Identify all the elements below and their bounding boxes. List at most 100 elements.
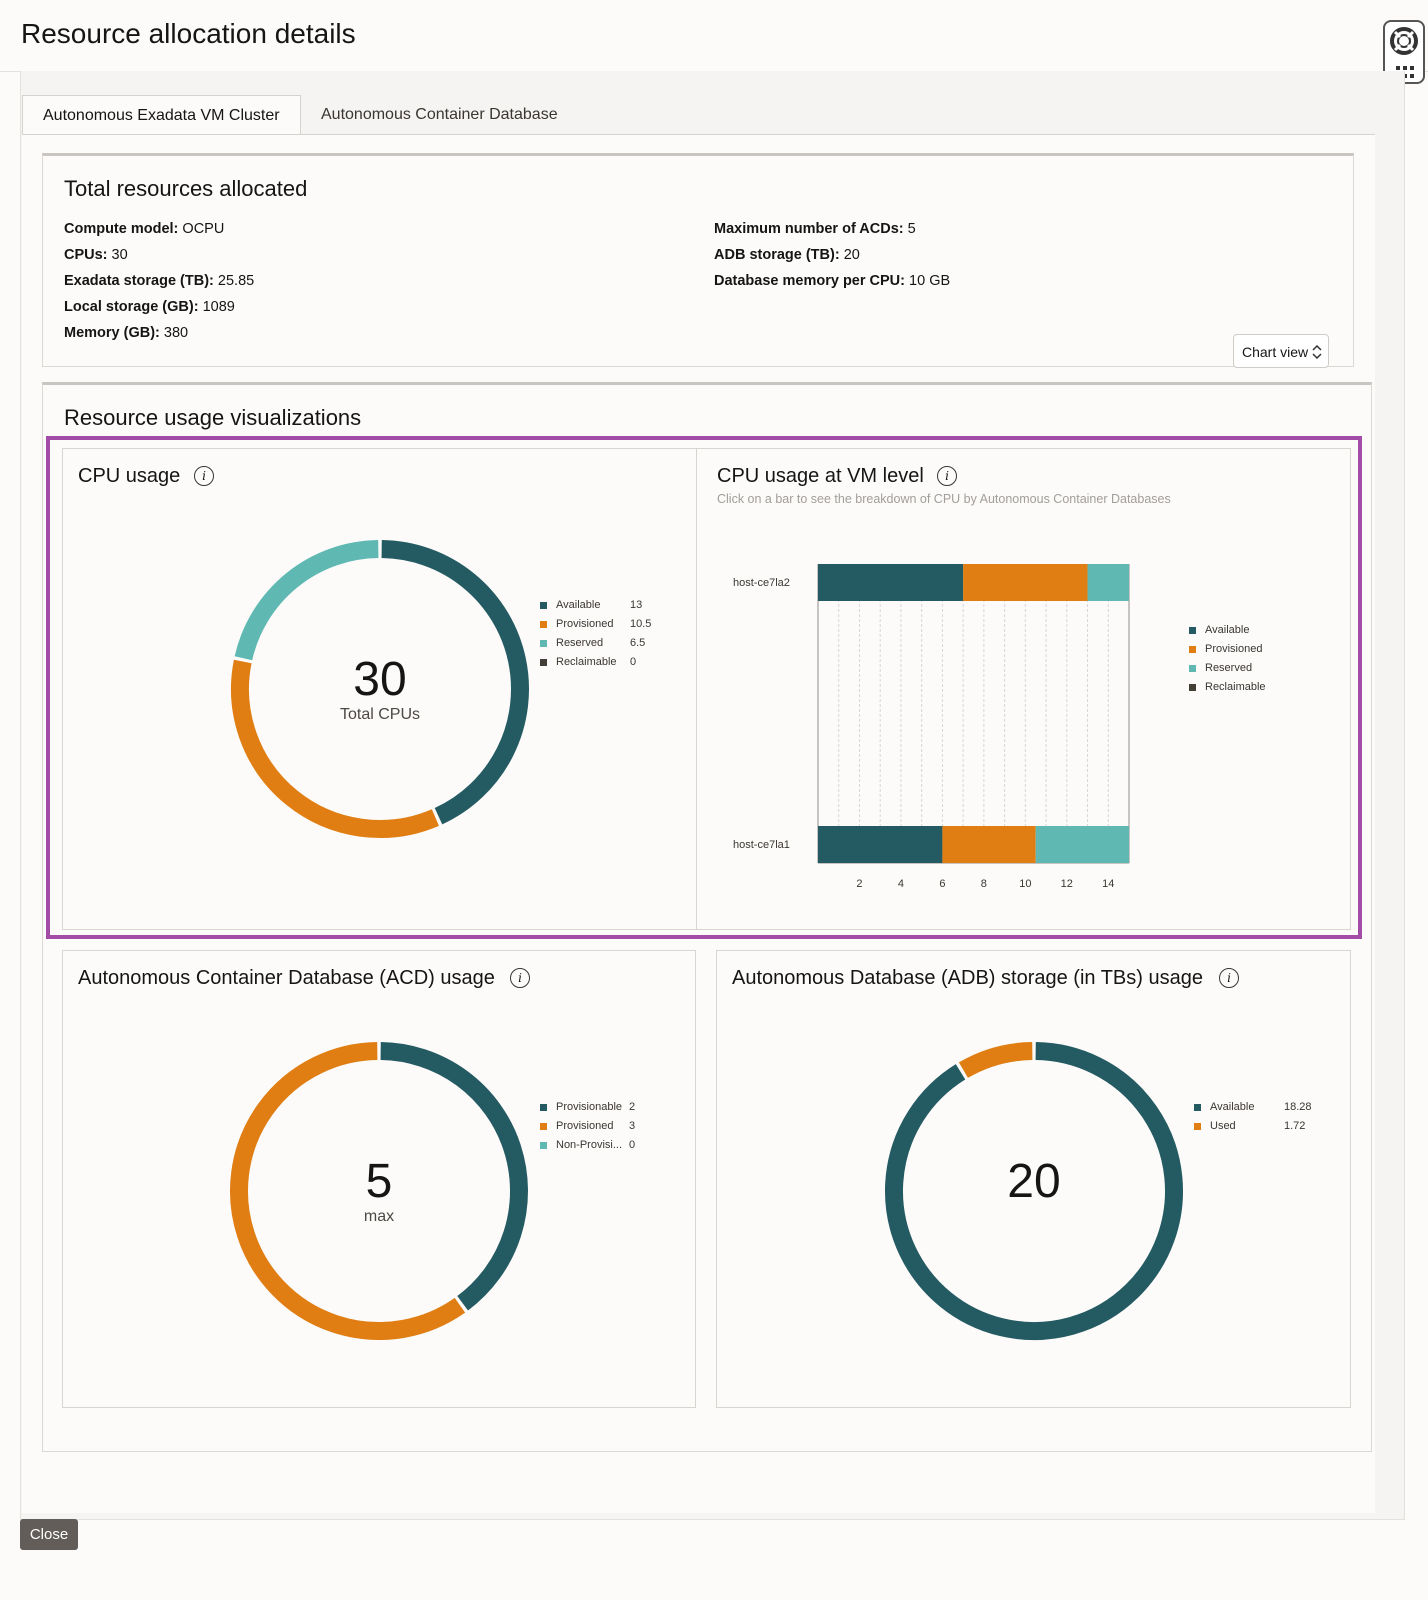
legend-label: Reserved — [556, 637, 604, 649]
field-value: OCPU — [182, 221, 225, 237]
legend-value: 6.5 — [630, 637, 646, 649]
tab-autonomous-container-database[interactable]: Autonomous Container Database — [321, 106, 558, 123]
chart-bars[interactable] — [818, 564, 1129, 863]
x-axis-tick-label: 10 — [1019, 878, 1031, 890]
legend-item-provisionable[interactable]: Provisionable 2 — [540, 1101, 680, 1120]
legend-item-provisioned[interactable]: Provisioned — [1189, 643, 1309, 662]
legend-item-available[interactable]: Available — [1189, 624, 1309, 643]
dialog-header: Resource allocation details — [0, 0, 1428, 72]
y-axis-labels: host-ce7la2 host-ce7la1 — [733, 577, 790, 851]
legend-item-provisioned[interactable]: Provisioned 3 — [540, 1120, 680, 1139]
swatch-provisioned — [540, 1123, 547, 1130]
donut-ring — [231, 540, 529, 838]
donut-slice-reserved[interactable] — [234, 540, 379, 661]
legend-label: Provisioned — [1205, 643, 1263, 655]
total-resources-title: Total resources allocated — [64, 176, 308, 201]
legend-label: Non-Provisi... — [556, 1139, 623, 1151]
donut-slice-provisioned[interactable] — [231, 659, 439, 838]
field-label: ADB storage (TB): — [714, 247, 840, 263]
adb-storage-total-value: 20 — [1007, 1155, 1061, 1208]
max-acds-value: 5 — [365, 1155, 393, 1208]
donut-slice-available[interactable] — [885, 1042, 1183, 1340]
donut-ring — [885, 1042, 1183, 1340]
bar-host-ce7la1-available[interactable] — [818, 826, 943, 863]
x-axis-tick-label: 8 — [981, 878, 987, 890]
legend-item-reclaimable[interactable]: Reclaimable — [1189, 681, 1309, 700]
info-icon[interactable]: i — [1219, 968, 1239, 988]
total-cpus-value: 30 — [353, 653, 407, 706]
tab-autonomous-exadata-vm-cluster[interactable]: Autonomous Exadata VM Cluster — [22, 95, 301, 135]
adb-storage-legend: Available 18.28 Used 1.72 — [1194, 1101, 1334, 1139]
legend-value: 3 — [629, 1120, 636, 1132]
local-storage-field: Local storage (GB): 1089 — [64, 299, 235, 315]
field-value: 30 — [111, 247, 128, 263]
legend-item-non-provisionable[interactable]: Non-Provisi... 0 — [540, 1139, 680, 1158]
legend-label: Available — [1205, 624, 1250, 636]
compute-model-field: Compute model: OCPU — [64, 221, 224, 237]
chart-gridlines — [817, 564, 1130, 864]
x-axis-tick-label: 6 — [939, 878, 945, 890]
swatch-available — [540, 602, 547, 609]
legend-label: Provisioned — [556, 1120, 614, 1132]
legend-item-reclaimable[interactable]: Reclaimable 0 — [540, 656, 680, 675]
field-value: 1089 — [202, 299, 235, 315]
legend-item-provisioned[interactable]: Provisioned 10.5 — [540, 618, 680, 637]
legend-label: Provisionable — [556, 1101, 623, 1113]
x-axis-tick-label: 4 — [898, 878, 904, 890]
donut-slice-provisioned[interactable] — [230, 1042, 466, 1340]
legend-item-reserved[interactable]: Reserved 6.5 — [540, 637, 680, 656]
max-acds-field: Maximum number of ACDs: 5 — [714, 221, 916, 237]
field-label: Memory (GB): — [64, 325, 160, 341]
total-resources-card: Total resources allocated Compute model:… — [42, 153, 1354, 367]
field-value: 20 — [843, 247, 860, 263]
legend-item-reserved[interactable]: Reserved — [1189, 662, 1309, 681]
chart-view-select[interactable]: Chart view — [1233, 334, 1329, 368]
acd-usage-panel: Autonomous Container Database (ACD) usag… — [62, 950, 696, 1408]
legend-item-used[interactable]: Used 1.72 — [1194, 1120, 1334, 1139]
legend-label: Available — [1210, 1101, 1255, 1113]
swatch-reclaimable — [540, 659, 547, 666]
lifebuoy-icon — [1390, 27, 1418, 55]
max-acds-label: max — [363, 1208, 395, 1225]
y-axis-label: host-ce7la1 — [733, 839, 790, 851]
legend-value: 2 — [629, 1101, 636, 1113]
adb-storage-donut — [885, 1042, 1183, 1340]
swatch-non-provisionable — [540, 1142, 547, 1149]
donut-slice-available[interactable] — [381, 540, 529, 825]
bar-host-ce7la2-available[interactable] — [818, 564, 964, 601]
close-button[interactable]: Close — [20, 1519, 78, 1550]
field-label: Maximum number of ACDs: — [714, 221, 904, 237]
acd-usage-legend: Provisionable 2 Provisioned 3 Non-Provisi.… — [540, 1101, 680, 1158]
donut-center: 5 max — [279, 1156, 479, 1226]
vm-cpu-panel: CPU usage at VM level i Click on a bar t… — [696, 448, 1351, 930]
bar-host-ce7la1-provisioned[interactable] — [942, 826, 1036, 863]
bar-host-ce7la1-reserved[interactable] — [1035, 826, 1129, 863]
legend-label: Available — [556, 599, 601, 611]
vm-cpu-subtitle: Click on a bar to see the breakdown of C… — [717, 492, 1171, 506]
bar-host-ce7la2-provisioned[interactable] — [963, 564, 1088, 601]
x-axis-tick-label: 14 — [1102, 878, 1114, 890]
legend-item-available[interactable]: Available 18.28 — [1194, 1101, 1334, 1120]
legend-label: Provisioned — [556, 618, 614, 630]
legend-item-available[interactable]: Available 13 — [540, 599, 680, 618]
page-title: Resource allocation details — [21, 18, 356, 49]
donut-slice-provisionable[interactable] — [380, 1042, 528, 1311]
info-icon[interactable]: i — [510, 968, 530, 988]
exadata-storage-field: Exadata storage (TB): 25.85 — [64, 273, 254, 289]
field-value: 380 — [163, 325, 189, 341]
acd-usage-donut — [230, 1042, 528, 1340]
cpu-usage-panel: CPU usage i 30 Total CPUs Available 13 Pr… — [62, 448, 697, 930]
visualizations-title: Resource usage visualizations — [64, 405, 362, 430]
field-label: Exadata storage (TB): — [64, 273, 214, 289]
donut-slice-used[interactable] — [958, 1042, 1033, 1078]
bar-host-ce7la2-reserved[interactable] — [1087, 564, 1129, 601]
legend-value: 0 — [629, 1139, 636, 1151]
x-axis-tick-label: 2 — [856, 878, 862, 890]
cpu-usage-title: CPU usage — [78, 465, 181, 487]
x-axis-ticks: 2 4 6 8 10 12 14 — [856, 878, 1114, 890]
field-label: CPUs: — [64, 247, 108, 263]
info-icon[interactable]: i — [937, 466, 957, 486]
swatch-used — [1194, 1123, 1201, 1130]
info-icon[interactable]: i — [194, 466, 214, 486]
swatch-reclaimable — [1189, 684, 1196, 691]
